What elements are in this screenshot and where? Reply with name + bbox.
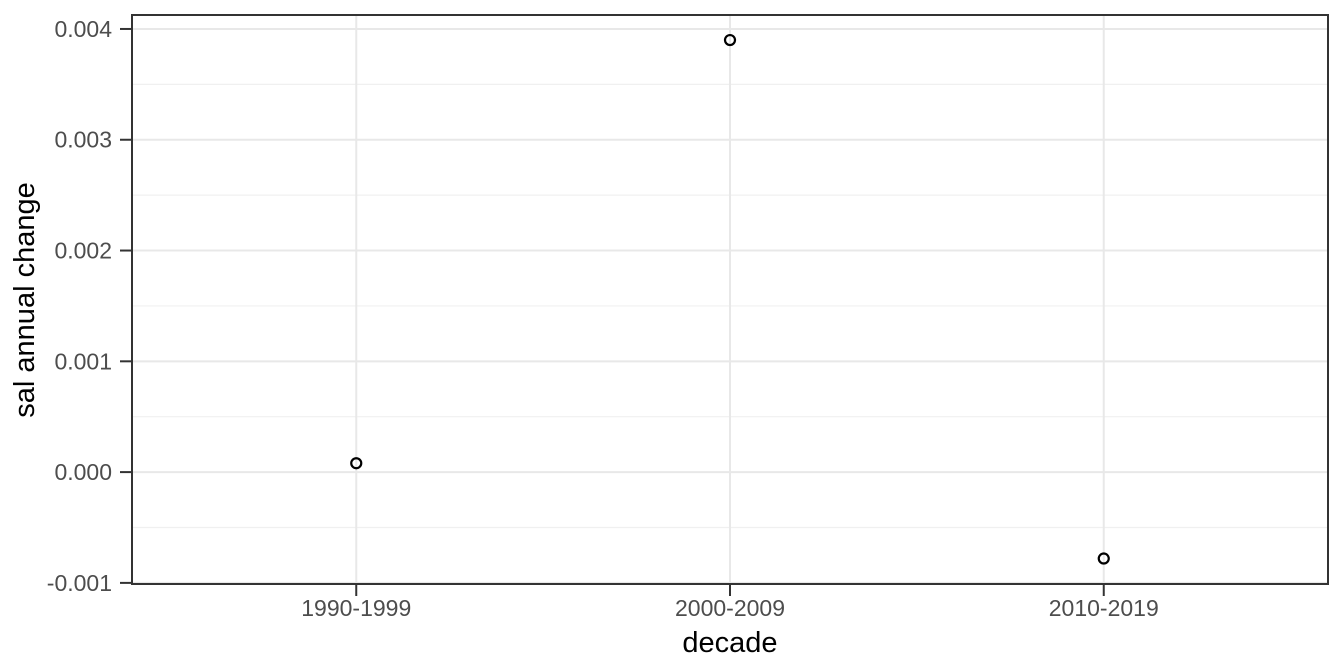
- gridlines-vertical: [355, 15, 1105, 584]
- data-point-2010-2019: [1097, 552, 1110, 565]
- y-tick-label: 0.001: [54, 348, 112, 374]
- y-tick-label: -0.001: [47, 570, 112, 596]
- y-tick-label: 0.003: [54, 127, 112, 153]
- y-axis-tick-labels: 0.004 0.003 0.002 0.001 0.000 -0.001: [47, 16, 112, 596]
- x-axis-title: decade: [682, 627, 777, 659]
- y-tick-label: 0.000: [54, 459, 112, 485]
- x-tick-label: 2000-2009: [675, 595, 785, 621]
- axis-tick-marks: [120, 27, 1105, 596]
- data-points: [350, 33, 1110, 565]
- x-axis-tick-labels: 1990-1999 2000-2009 2010-2019: [301, 595, 1159, 621]
- x-tick-label: 1990-1999: [301, 595, 411, 621]
- y-tick-label: 0.002: [54, 238, 112, 264]
- y-axis-title: sal annual change: [9, 182, 41, 417]
- x-tick-label: 2010-2019: [1049, 595, 1159, 621]
- data-point-1990-1999: [350, 457, 363, 470]
- data-point-2000-2009: [723, 33, 737, 47]
- y-tick-label: 0.004: [54, 16, 112, 42]
